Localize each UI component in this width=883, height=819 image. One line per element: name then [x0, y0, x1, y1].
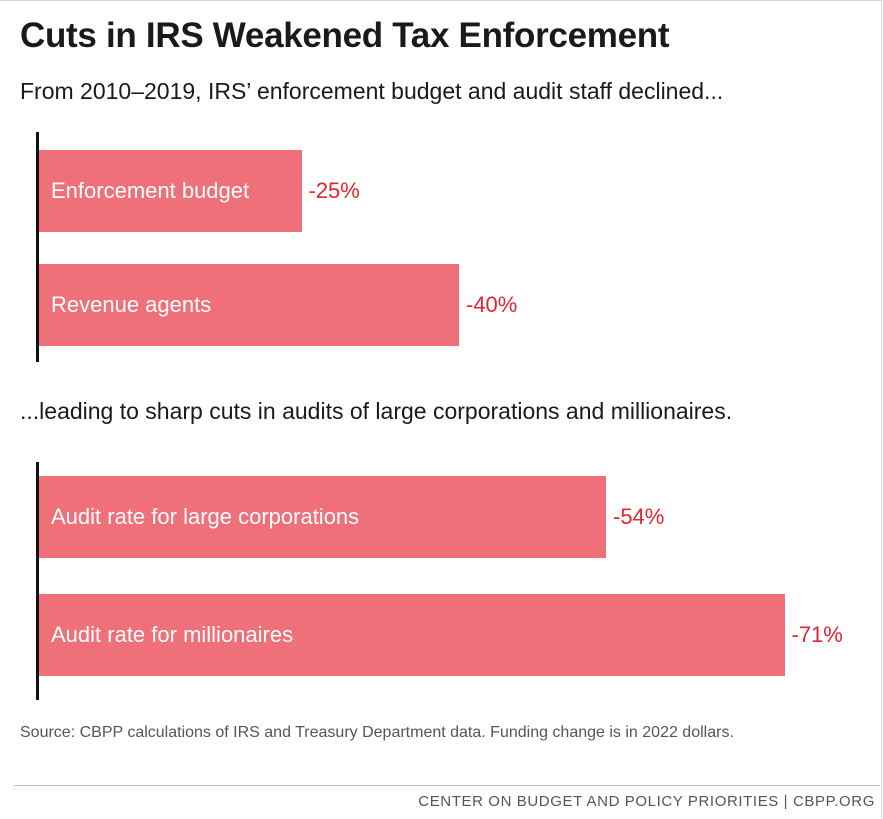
bar-value-label: -25%: [308, 178, 360, 203]
bar: Revenue agents: [39, 264, 459, 346]
chart-panel-budget-staff: Enforcement budget -25% Revenue agents -40%: [36, 132, 856, 362]
bar-category-label: Audit rate for millionaires: [51, 622, 294, 647]
bar-category-label: Audit rate for large corporations: [51, 504, 360, 529]
y-axis-line: [36, 462, 39, 700]
bar-value-label: -40%: [466, 292, 518, 317]
bar-value-label: -54%: [613, 504, 665, 529]
footer-credit: CENTER ON BUDGET AND POLICY PRIORITIES |…: [418, 793, 875, 810]
subtitle-budget-staff: From 2010–2019, IRS’ enforcement budget …: [20, 78, 724, 104]
bar-row: Revenue agents -40%: [39, 264, 539, 346]
bar: Enforcement budget: [39, 150, 302, 232]
subtitle-audits: ...leading to sharp cuts in audits of la…: [20, 398, 733, 424]
chart-panel-audits: Audit rate for large corporations -54% Aud…: [36, 462, 856, 700]
bar: Audit rate for large corporations: [39, 476, 606, 558]
chart-title: Cuts in IRS Weakened Tax Enforcement: [20, 16, 670, 55]
footer-divider: [14, 785, 880, 786]
y-axis-line: [36, 132, 39, 362]
bar-row: Audit rate for millionaires -71%: [39, 594, 865, 676]
bar-category-label: Enforcement budget: [51, 178, 250, 203]
bar-row: Enforcement budget -25%: [39, 150, 382, 232]
source-note: Source: CBPP calculations of IRS and Tre…: [20, 724, 734, 741]
bar-category-label: Revenue agents: [51, 292, 212, 317]
bar-row: Audit rate for large corporations -54%: [39, 476, 686, 558]
bar: Audit rate for millionaires: [39, 594, 785, 676]
bar-value-label: -71%: [791, 622, 843, 647]
